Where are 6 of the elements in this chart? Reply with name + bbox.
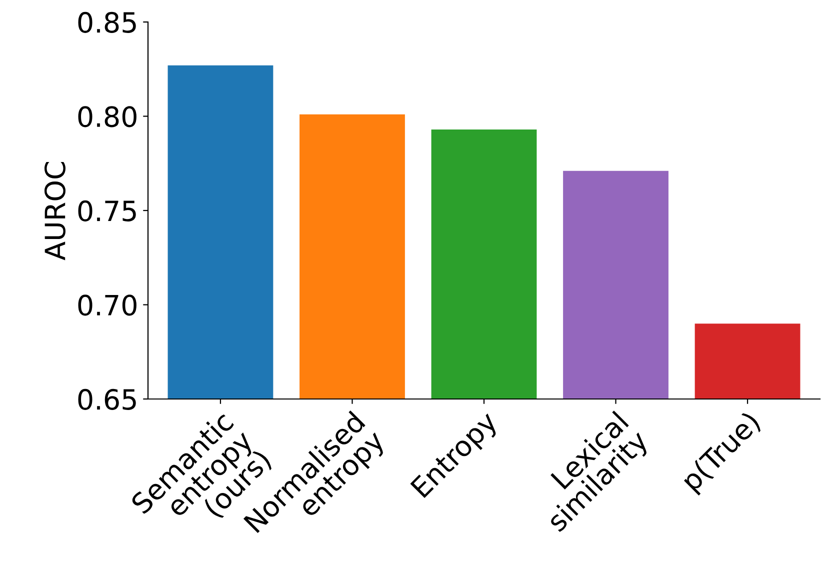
y-axis-title: AUROC xyxy=(44,162,66,260)
y-tick-label: 0.80 xyxy=(78,106,136,128)
y-tick-label: 0.70 xyxy=(78,294,136,316)
y-tick-label: 0.75 xyxy=(78,200,136,222)
y-tick-label: 0.65 xyxy=(78,388,136,410)
y-tick-label: 0.85 xyxy=(78,12,136,33)
